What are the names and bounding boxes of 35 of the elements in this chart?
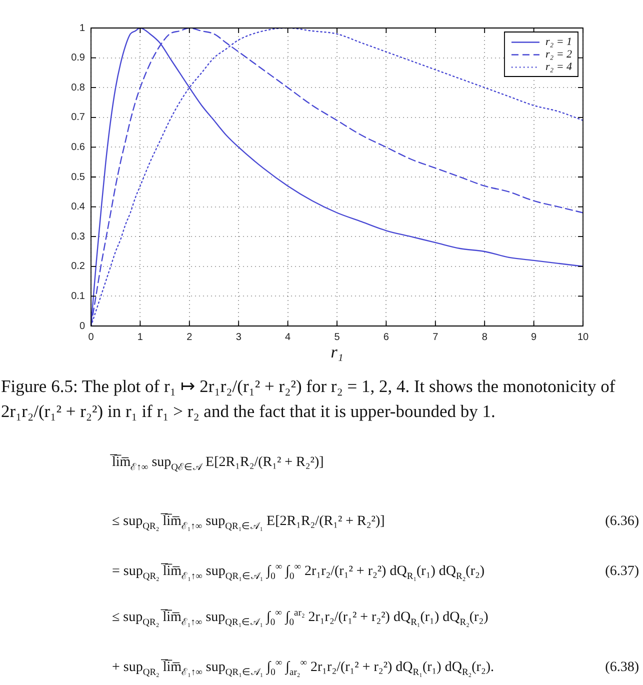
legend-label: r₂ = 1 — [545, 36, 572, 48]
y-tick-label: 0.4 — [71, 202, 86, 213]
x-tick-label: 1 — [137, 332, 144, 343]
text: ≤ sup$_{QR₂}$ l̅i̅m̅$_{ℰ₁↑∞}$ sup$_{QR₁∈𝒜₁}$ E[2R₁R₂/(R₁² + R₂²)] — [112, 513, 385, 532]
x-tick-label: 9 — [531, 332, 538, 343]
y-tick-label: 0.6 — [71, 142, 86, 153]
y-tick-label: 0.8 — [71, 82, 86, 94]
text: (6.37) — [605, 563, 639, 581]
y-tick-label: 0.5 — [71, 172, 86, 183]
text: = sup$_{QR₂}$ l̅i̅m̅$_{ℰ₁↑∞}$ sup$_{QR₁∈𝒜₁}$ ∫$_{0}$$^{∞}$ ∫$_{0}$$^{∞}$ 2r₁r₂/(r₁² + r₂²) dQ$_{R₁}$(r₁) dQ$_{R₂}$(r₂) — [112, 562, 485, 582]
text: l̅i̅m̅$_{ℰ↑∞}$ sup$_{Qℰ∈𝒜}$ E[2R₁R₂/(R₁² + R₂²)] — [112, 454, 324, 473]
legend-label: r₂ = 2 — [545, 48, 572, 61]
y-tick-label: 0 — [79, 320, 86, 332]
x-axis-title: r₁ — [330, 342, 344, 362]
y-tick-label: 0.9 — [71, 52, 86, 64]
y-tick-label: 0.7 — [71, 112, 86, 124]
y-tick-label: 1 — [79, 22, 86, 34]
x-tick-label: 3 — [236, 332, 242, 343]
x-tick-label: 4 — [285, 332, 292, 343]
legend-label: r₂ = 4 — [545, 61, 572, 74]
y-tick-label: 0.2 — [71, 261, 86, 272]
x-tick-label: 0 — [88, 332, 94, 343]
x-tick-label: 2 — [186, 332, 193, 343]
text: (6.36) — [605, 513, 639, 531]
text: ≤ sup$_{QR₂}$ l̅i̅m̅$_{ℰ₁↑∞}$ sup$_{QR₁∈𝒜₁}$ ∫$_{0}$$^{∞}$ ∫$_{0}$$^{ar₂}$ 2r₁r₂/(r₁² + r₂²) dQ$_{R₁}$(r₁) dQ$_{R₂}$(r₂) — [112, 608, 488, 628]
x-tick-label: 7 — [432, 332, 439, 343]
text: + sup$_{QR₂}$ l̅i̅m̅$_{ℰ₁↑∞}$ sup$_{QR₁∈𝒜₁}$ ∫$_{0}$$^{∞}$ ∫$_{ar₂}$$^{∞}$ 2r₁r₂/(r₁² + r₂²) dQ$_{R₁}$(r₁) dQ$_{R₂}$(r₂). — [112, 658, 494, 678]
y-tick-label: 0.1 — [71, 290, 86, 302]
caption: Figure 6.5: The plot of r₁ ↦ 2r₁r₂/(r₁² + r₂²) for r₂ = 1, 2, 4. It shows the monotonicity of 2r₁r₂/(r₁² + r₂²) in r₁ if r₁ > r₂ and the fact that it is upper-bounded by 1. — [1, 375, 616, 423]
x-tick-label: 8 — [482, 332, 488, 343]
y-tick-label: 0.3 — [71, 231, 86, 242]
text: (6.38) — [605, 659, 639, 677]
x-tick-label: 6 — [383, 332, 390, 343]
x-tick-label: 10 — [577, 332, 589, 343]
x-tick-label: 5 — [334, 332, 340, 343]
